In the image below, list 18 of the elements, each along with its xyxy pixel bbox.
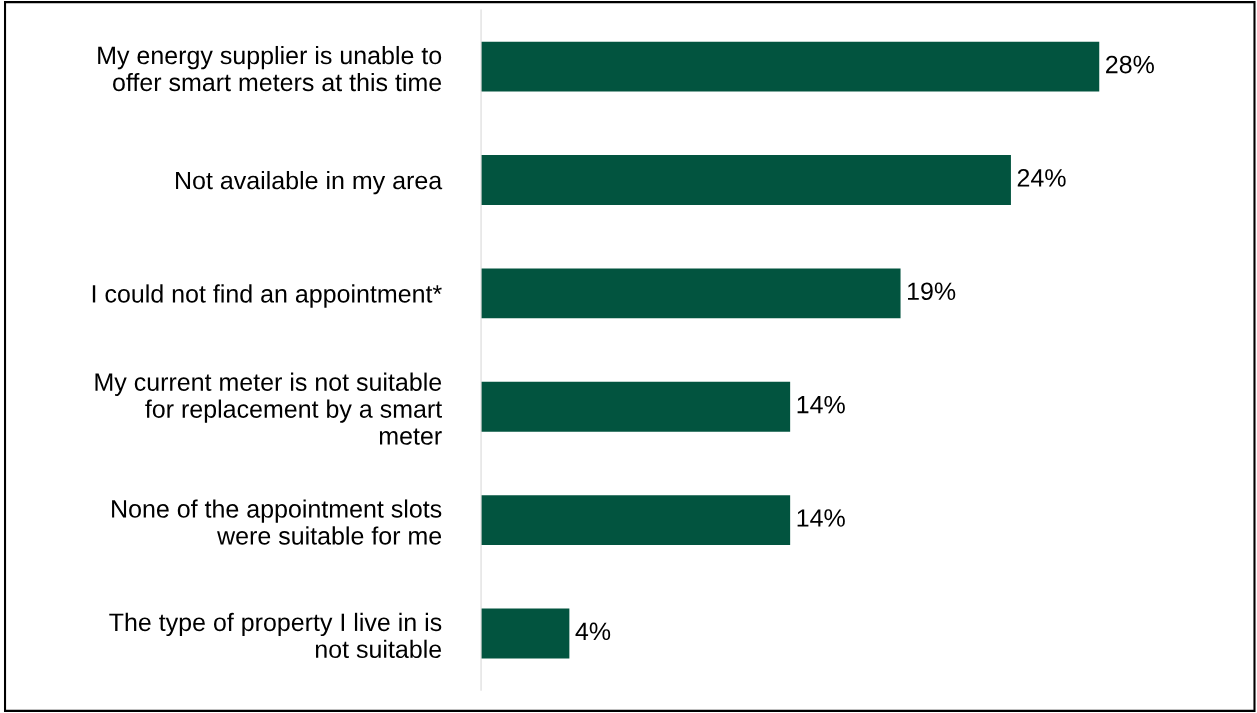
y-tick-label: The type of property I live in is not suitable: [109, 612, 442, 659]
bar: [481, 608, 570, 659]
bar: [481, 268, 901, 319]
y-tick-label: My current meter is not suitable for replacement by a smart meter: [95, 372, 442, 445]
y-tick-label: My energy supplier is unable to offer smart meters at this time: [98, 45, 442, 92]
y-tick-label: None of the appointment slots were suitable for me: [112, 499, 442, 545]
data-label: 14%: [797, 509, 845, 527]
bar: [481, 155, 1011, 205]
data-label: 4%: [575, 622, 611, 641]
data-label: 19%: [908, 282, 956, 301]
data-label: 28%: [1106, 55, 1154, 74]
bar: [481, 381, 791, 432]
bar: [481, 495, 791, 546]
bar: [481, 41, 1100, 92]
data-label: 14%: [797, 395, 845, 414]
y-tick-label: Not available in my area: [176, 170, 443, 195]
data-label: 24%: [1017, 169, 1066, 187]
y-tick-label: I could not find an appointment*: [92, 284, 442, 308]
